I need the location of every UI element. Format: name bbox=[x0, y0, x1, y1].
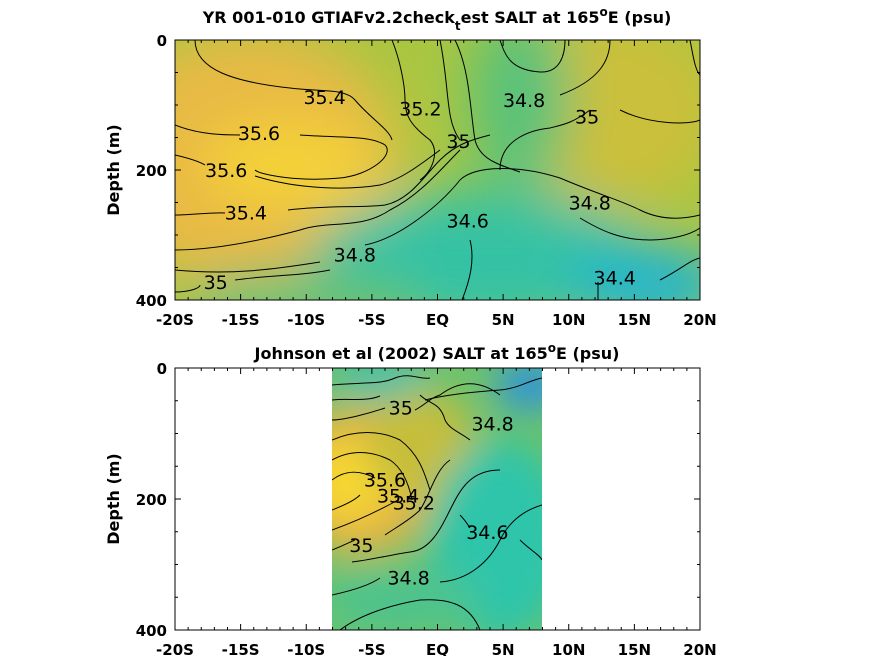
bottom-y-axis-label: Depth (m) bbox=[104, 453, 123, 545]
top-contour-labels: 35.4 35.2 34.8 35 35.6 35 35.6 34.8 35.4 34.6 34.8… bbox=[204, 87, 636, 294]
x-tick-label: 15N bbox=[618, 641, 651, 656]
x-tick-label: -15S bbox=[222, 311, 260, 329]
x-tick-label: 10N bbox=[552, 311, 585, 329]
bottom-contour-lines bbox=[332, 375, 542, 630]
top-x-ticks: -20S -15S -10S -5S EQ 5N 10N 15N 20N bbox=[156, 40, 717, 329]
y-tick-label: 0 bbox=[157, 32, 167, 50]
y-tick-label: 200 bbox=[136, 491, 167, 509]
x-tick-label: -10S bbox=[287, 641, 325, 656]
contour-label: 35.6 bbox=[205, 160, 247, 182]
x-tick-label: 5N bbox=[492, 641, 515, 656]
y-tick-label: 0 bbox=[157, 360, 167, 378]
bottom-salinity-field bbox=[332, 368, 542, 630]
bottom-panel-title: Johnson et al (2002) SALT at 165oE (psu) bbox=[254, 341, 620, 363]
contour-label: 34.8 bbox=[569, 193, 611, 215]
contour-label: 35.2 bbox=[399, 98, 441, 120]
contour-label: 35.6 bbox=[238, 123, 280, 145]
contour-label: 35 bbox=[575, 107, 599, 129]
contour-label: 35.4 bbox=[225, 202, 267, 224]
contour-label: 35 bbox=[349, 535, 373, 557]
x-tick-label: 10N bbox=[552, 641, 585, 656]
top-y-axis-label: Depth (m) bbox=[104, 124, 123, 216]
contour-label: 34.8 bbox=[471, 414, 513, 436]
contour-label: 34.8 bbox=[387, 568, 429, 590]
contour-label: 35.6 bbox=[364, 469, 406, 491]
bottom-x-ticks: -20S -15S -10S -5S EQ 5N 10N 15N 20N bbox=[156, 368, 717, 656]
bottom-contour-labels: 35 34.8 35.635.435.2 34.6 35 34.8 bbox=[349, 397, 514, 589]
x-tick-label: 5N bbox=[492, 311, 515, 329]
x-tick-label: EQ bbox=[426, 641, 449, 656]
x-tick-label: -20S bbox=[156, 641, 194, 656]
contour-label: 35 bbox=[446, 131, 470, 153]
bottom-y-ticks: 0 200 400 bbox=[136, 360, 700, 640]
top-y-ticks: 0 200 400 bbox=[136, 32, 700, 310]
x-tick-label: 20N bbox=[683, 311, 716, 329]
x-tick-label: -5S bbox=[358, 311, 385, 329]
y-tick-label: 400 bbox=[136, 622, 167, 640]
y-tick-label: 200 bbox=[136, 162, 167, 180]
contour-label: 35 bbox=[204, 272, 228, 294]
contour-label: 34.8 bbox=[334, 245, 376, 267]
x-tick-label: -20S bbox=[156, 311, 194, 329]
x-tick-label: -10S bbox=[287, 311, 325, 329]
x-tick-label: 20N bbox=[683, 641, 716, 656]
top-panel-title: YR 001-010 GTIAFv2.2checktest SALT at 16… bbox=[202, 5, 672, 33]
contour-label: 35.4 bbox=[377, 486, 419, 508]
top-salinity-field bbox=[175, 40, 700, 300]
y-tick-label: 400 bbox=[136, 292, 167, 310]
contour-label: 35.4 bbox=[303, 87, 345, 109]
top-contour-lines bbox=[175, 40, 700, 300]
x-tick-label: 15N bbox=[618, 311, 651, 329]
contour-label: 34.8 bbox=[503, 90, 545, 112]
contour-label: 34.4 bbox=[594, 267, 636, 289]
x-tick-label: EQ bbox=[426, 311, 449, 329]
x-tick-label: -15S bbox=[222, 641, 260, 656]
contour-label: 35 bbox=[389, 397, 413, 419]
contour-label: 34.6 bbox=[466, 522, 508, 544]
contour-label: 35.2 bbox=[393, 492, 435, 514]
contour-label: 34.6 bbox=[447, 211, 489, 233]
x-tick-label: -5S bbox=[358, 641, 385, 656]
